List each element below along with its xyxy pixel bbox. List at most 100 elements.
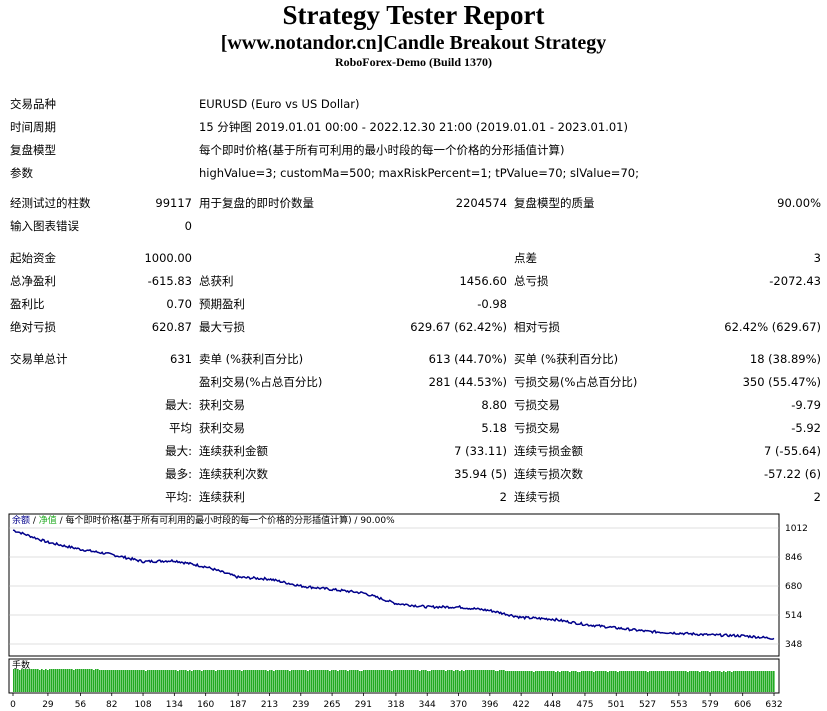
x-tick-label: 108 (134, 700, 151, 710)
volume-bar (247, 670, 249, 692)
volume-bar (581, 671, 583, 692)
volume-bar (243, 670, 245, 692)
volume-bar (491, 670, 493, 692)
volume-bar (697, 671, 699, 692)
volume-bar (271, 670, 273, 692)
volume-bar (739, 671, 741, 692)
volume-bar (39, 670, 41, 692)
volume-bar (413, 670, 415, 692)
volume-bar (137, 670, 139, 692)
short-trades-label: 卖单 (%获利百分比) (199, 352, 304, 366)
volume-bar (481, 670, 483, 692)
ticks-label: 用于复盘的即时价数量 (199, 196, 314, 210)
volume-bar (507, 671, 509, 692)
chart-legend: 余额 / 净值 / 每个即时价格(基于所有可利用的最小时段的每一个价格的分形插值… (12, 514, 395, 526)
volume-bar (463, 671, 465, 692)
x-tick-label: 606 (734, 700, 751, 710)
y-tick-label: 680 (785, 582, 802, 592)
volume-bar (331, 670, 333, 692)
x-tick-label: 29 (42, 700, 54, 710)
volume-bar (705, 671, 707, 692)
volume-bar (465, 670, 467, 692)
volume-bar (741, 671, 743, 692)
volume-bar (397, 670, 399, 692)
volume-bar (105, 670, 107, 692)
volume-bar (371, 670, 373, 692)
profit-trades-label: 盈利交易(%占总百分比) (199, 375, 323, 389)
volume-bar (641, 671, 643, 692)
volume-bar (133, 670, 135, 692)
volume-bar (291, 670, 293, 692)
volume-bar (269, 670, 271, 692)
volume-bar (541, 671, 543, 692)
volume-bar (159, 670, 161, 692)
volume-bar (703, 671, 705, 692)
volume-bar (537, 671, 539, 692)
volume-bar (263, 670, 265, 692)
volume-bar (239, 670, 241, 692)
volume-bar (517, 671, 519, 692)
volume-bar (205, 670, 207, 692)
volume-bar (617, 672, 619, 692)
rel-drawdown-value: 62.42% (629.67) (724, 320, 821, 334)
initial-deposit-label: 起始资金 (10, 251, 56, 265)
volume-bar (145, 671, 147, 692)
volume-bar (143, 670, 145, 692)
volume-bar (123, 670, 125, 692)
volume-bar (707, 671, 709, 692)
volume-bar (493, 670, 495, 692)
volume-bar (87, 669, 89, 692)
errors-label: 输入图表错误 (10, 219, 79, 233)
volume-bar (293, 670, 295, 692)
avg-consec-losses-label: 连续亏损 (514, 490, 560, 504)
volume-bar (417, 670, 419, 692)
volume-bar (583, 671, 585, 692)
plot-frame (8, 513, 780, 657)
volume-bar (769, 671, 771, 692)
loss-trades-label: 亏损交易(%占总百分比) (514, 375, 638, 389)
volume-bar (447, 670, 449, 692)
volume-bar (723, 671, 725, 692)
loss-trades-value: 350 (55.47%) (742, 375, 821, 389)
volume-bar (545, 671, 547, 692)
volume-bar (457, 670, 459, 692)
volume-bar (633, 671, 635, 692)
volume-bar (459, 671, 461, 692)
volume-bar (255, 670, 257, 692)
largest-loss-value: -9.79 (791, 398, 821, 412)
volume-bar (131, 670, 133, 692)
volume-bar (281, 670, 283, 692)
volume-bar (533, 672, 535, 692)
volume-bar (237, 670, 239, 692)
largest-profit-value: 8.80 (481, 398, 507, 412)
volume-bar (547, 671, 549, 692)
volume-bar (709, 672, 711, 692)
volume-bar (241, 671, 243, 692)
expected-payoff-label: 预期盈利 (199, 297, 245, 311)
x-tick-label: 291 (355, 700, 372, 710)
volume-bar (229, 670, 231, 692)
volume-bar (201, 671, 203, 692)
volume-bar (63, 669, 65, 692)
volume-bar (273, 671, 275, 692)
volume-bar (473, 670, 475, 692)
volume-bar (485, 670, 487, 692)
volume-bar (349, 670, 351, 692)
strategy-name: [www.notandor.cn]Candle Breakout Strateg… (220, 32, 607, 54)
long-trades-label: 买单 (%获利百分比) (514, 352, 619, 366)
volume-bar (345, 670, 347, 692)
volume-bar (619, 671, 621, 692)
volume-bar (171, 670, 173, 692)
volume-bar (713, 671, 715, 692)
volume-bar (721, 672, 723, 692)
volume-bar (95, 669, 97, 692)
volume-bar (61, 669, 63, 692)
volume-bar (173, 670, 175, 692)
volume-bar (573, 671, 575, 692)
x-tick-label: 56 (75, 700, 87, 710)
volume-bar (551, 671, 553, 692)
volume-bar (679, 671, 681, 692)
volume-bar (325, 670, 327, 692)
volume-bar (59, 669, 61, 692)
volume-bar (747, 671, 749, 692)
